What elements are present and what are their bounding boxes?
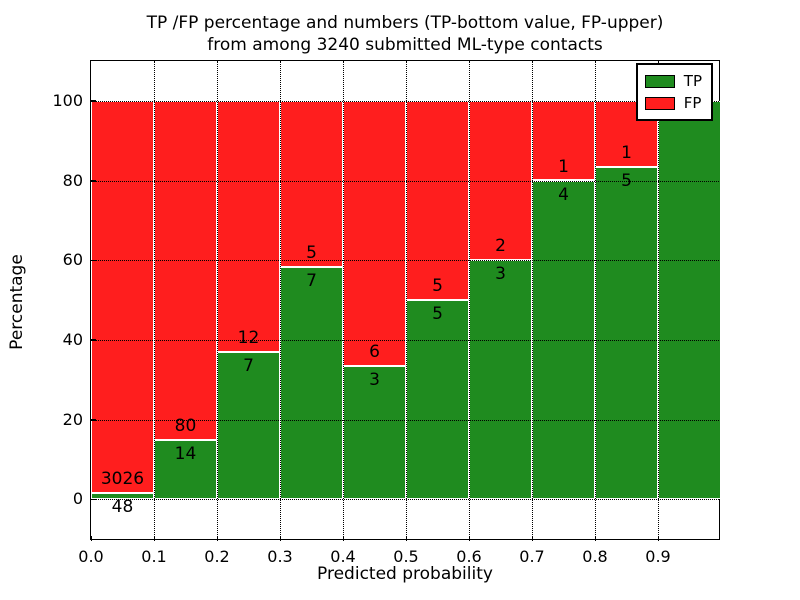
- tp-count-label: 3: [495, 264, 506, 285]
- tp-count-label: 7: [243, 356, 254, 377]
- y-gridline: [91, 419, 719, 421]
- fp-count-label: 1: [621, 143, 632, 164]
- y-tick: [91, 180, 96, 182]
- bar-segment-fp: [217, 100, 280, 353]
- x-tick: [216, 536, 218, 541]
- x-tick: [405, 536, 407, 541]
- x-tick-label: 0.7: [519, 547, 545, 566]
- bar-segment-fp: [280, 100, 343, 267]
- x-gridline: [343, 61, 344, 539]
- x-tick: [594, 536, 596, 541]
- chart-title-line2: from among 3240 submitted ML-type contac…: [207, 35, 603, 56]
- y-tick: [91, 100, 96, 102]
- x-tick: [657, 536, 659, 541]
- y-axis-label: Percentage: [7, 254, 27, 350]
- y-tick: [91, 419, 96, 421]
- fp-count-label: 1: [558, 156, 569, 177]
- fp-count-label: 5: [306, 242, 317, 263]
- y-gridline: [91, 100, 719, 102]
- x-tick: [90, 536, 92, 541]
- x-tick-label: 0.1: [141, 547, 167, 566]
- bar-segment-tp: [343, 366, 406, 500]
- y-tick-label: 40: [62, 329, 83, 349]
- bar-segment-tp: [154, 439, 217, 500]
- x-tick: [468, 536, 470, 541]
- x-tick: [531, 536, 533, 541]
- x-tick-label: 0.2: [204, 547, 230, 566]
- y-tick-label: 60: [62, 250, 83, 270]
- y-gridline: [91, 499, 719, 501]
- y-tick-label: 100: [52, 90, 83, 110]
- bar-segment-tp: [406, 300, 469, 500]
- y-tick-label: 20: [62, 409, 83, 429]
- bar-segment-tp: [91, 492, 154, 500]
- x-tick-label: 0.0: [78, 547, 104, 566]
- chart-title: TP /FP percentage and numbers (TP-bottom…: [90, 12, 720, 57]
- x-gridline: [406, 61, 407, 539]
- bar-segment-fp: [406, 100, 469, 300]
- x-tick-label: 0.5: [393, 547, 419, 566]
- bar-segment-fp: [343, 100, 406, 367]
- tp-count-label: 3: [369, 370, 380, 391]
- y-gridline: [91, 260, 719, 262]
- x-tick: [279, 536, 281, 541]
- fp-swatch-icon: [644, 96, 675, 110]
- x-gridline: [532, 61, 533, 539]
- legend-label-fp: FP: [683, 94, 702, 112]
- legend-item-fp: FP: [644, 92, 702, 114]
- chart-title-line1: TP /FP percentage and numbers (TP-bottom…: [146, 13, 664, 33]
- x-tick: [153, 536, 155, 541]
- fp-count-label: 2: [495, 236, 506, 257]
- fp-count-label: 12: [237, 328, 260, 349]
- tp-swatch-icon: [644, 74, 675, 88]
- x-gridline: [154, 61, 155, 539]
- x-axis-label: Predicted probability: [317, 564, 493, 584]
- legend: TP FP: [635, 63, 713, 121]
- tp-count-label: 48: [111, 496, 134, 517]
- fp-count-label: 80: [174, 415, 197, 436]
- bar-segment-fp: [469, 100, 532, 261]
- x-tick-label: 0.4: [330, 547, 356, 566]
- x-gridline: [469, 61, 470, 539]
- x-gridline: [280, 61, 281, 539]
- y-gridline: [91, 180, 719, 182]
- tp-count-label: 5: [621, 171, 632, 192]
- x-tick-label: 0.3: [267, 547, 293, 566]
- y-tick-label: 0: [72, 489, 83, 509]
- bar-segment-tp: [280, 266, 343, 500]
- tp-count-label: 14: [174, 443, 197, 464]
- bar-segment-tp: [658, 100, 721, 500]
- tp-count-label: 5: [432, 304, 443, 324]
- legend-item-tp: TP: [644, 70, 702, 92]
- tp-count-label: 7: [306, 270, 317, 291]
- bar-segment-tp: [595, 167, 658, 500]
- x-tick-label: 0.9: [645, 547, 671, 566]
- bar-segment-fp: [154, 100, 217, 440]
- y-tick: [91, 259, 96, 262]
- x-gridline: [217, 61, 218, 539]
- y-tick: [91, 339, 96, 341]
- x-gridline: [658, 61, 659, 539]
- bar-segment-fp: [91, 100, 154, 493]
- bar-segment-tp: [469, 260, 532, 500]
- fp-count-label: 5: [432, 276, 443, 296]
- legend-label-tp: TP: [683, 72, 702, 90]
- x-tick-label: 0.6: [456, 547, 482, 566]
- x-tick: [342, 536, 344, 541]
- plot-area: TP FP 3026488014127576355231415060.00.10…: [52, 60, 721, 566]
- x-gridline: [595, 61, 596, 539]
- y-gridline: [91, 339, 719, 341]
- y-tick: [91, 498, 96, 501]
- x-tick-label: 0.8: [582, 547, 608, 566]
- tp-count-label: 4: [558, 184, 569, 205]
- fp-count-label: 6: [369, 342, 380, 363]
- y-tick-label: 80: [62, 170, 83, 190]
- fp-count-label: 3026: [100, 468, 145, 489]
